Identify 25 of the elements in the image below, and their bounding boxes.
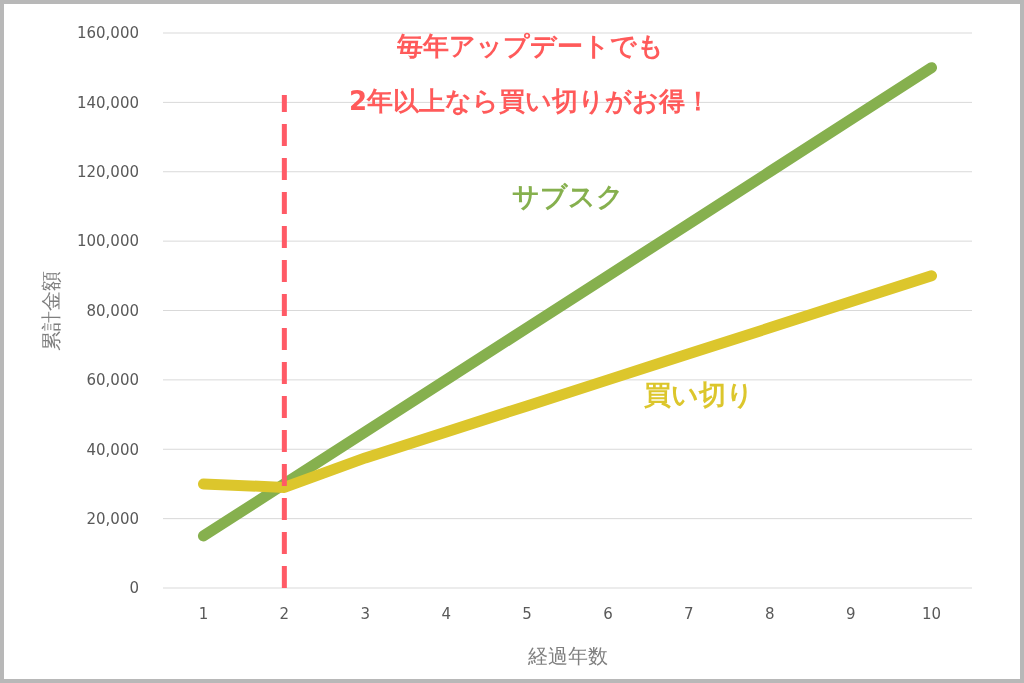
x-tick-label: 4 [441,605,451,623]
x-tick-label: 3 [360,605,371,623]
x-tick-label: 2 [279,605,290,623]
series-label: 買い切り [643,378,754,410]
annotation: 毎年アップデートでも [395,31,664,61]
x-tick-label: 5 [522,605,532,623]
y-tick-label: 20,000 [86,509,139,528]
y-tick-label: 160,000 [76,24,139,43]
x-tick-label: 9 [845,605,856,623]
y-tick-label: 0 [129,579,139,598]
y-tick-label: 40,000 [86,440,139,459]
annotation: 2年以上なら買い切りがお得！ [348,86,712,116]
x-tick-label: 1 [198,605,209,623]
y-tick-label: 60,000 [86,371,139,390]
y-tick-label: 100,000 [76,232,139,251]
x-tick-label: 8 [764,605,775,623]
x-tick-label: 7 [684,605,694,623]
series-label: サブスク [511,180,624,212]
y-tick-label: 80,000 [86,301,139,320]
y-axis-title: 累計金額 [39,270,63,351]
y-tick-label: 140,000 [76,93,139,112]
x-tick-label: 10 [922,605,942,623]
x-axis-title: 経過年数 [526,644,608,668]
x-tick-label: 6 [603,605,613,623]
y-tick-label: 120,000 [76,163,139,181]
